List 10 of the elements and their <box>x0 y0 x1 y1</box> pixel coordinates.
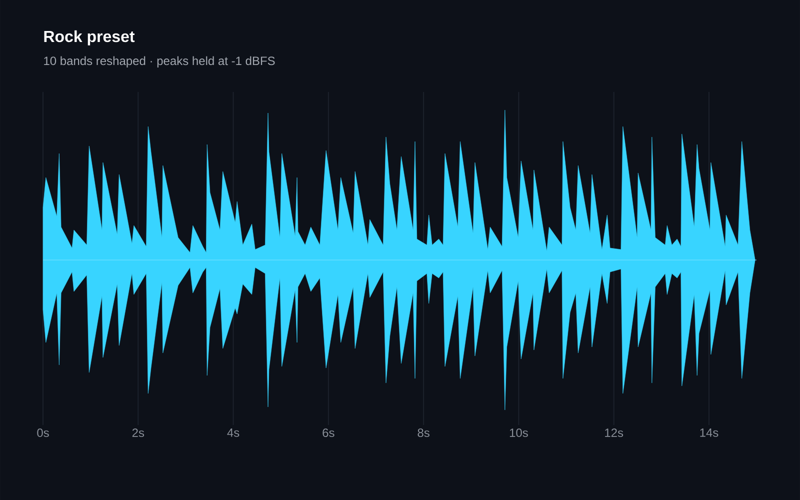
x-tick-label: 4s <box>227 428 240 437</box>
x-tick-label: 0s <box>37 428 49 438</box>
x-tick-label: 12s <box>605 428 624 438</box>
x-tick-label: 2s <box>132 428 144 438</box>
chart-title: Rock preset <box>44 30 135 46</box>
x-tick-label: 14s <box>700 428 718 437</box>
x-tick-label: 8s <box>418 428 430 438</box>
x-tick-label: 10s <box>510 428 528 438</box>
chart-subtitle: 10 bands reshaped · peaks held at -1 dBFS <box>44 56 275 68</box>
x-tick-label: 6s <box>322 428 334 438</box>
